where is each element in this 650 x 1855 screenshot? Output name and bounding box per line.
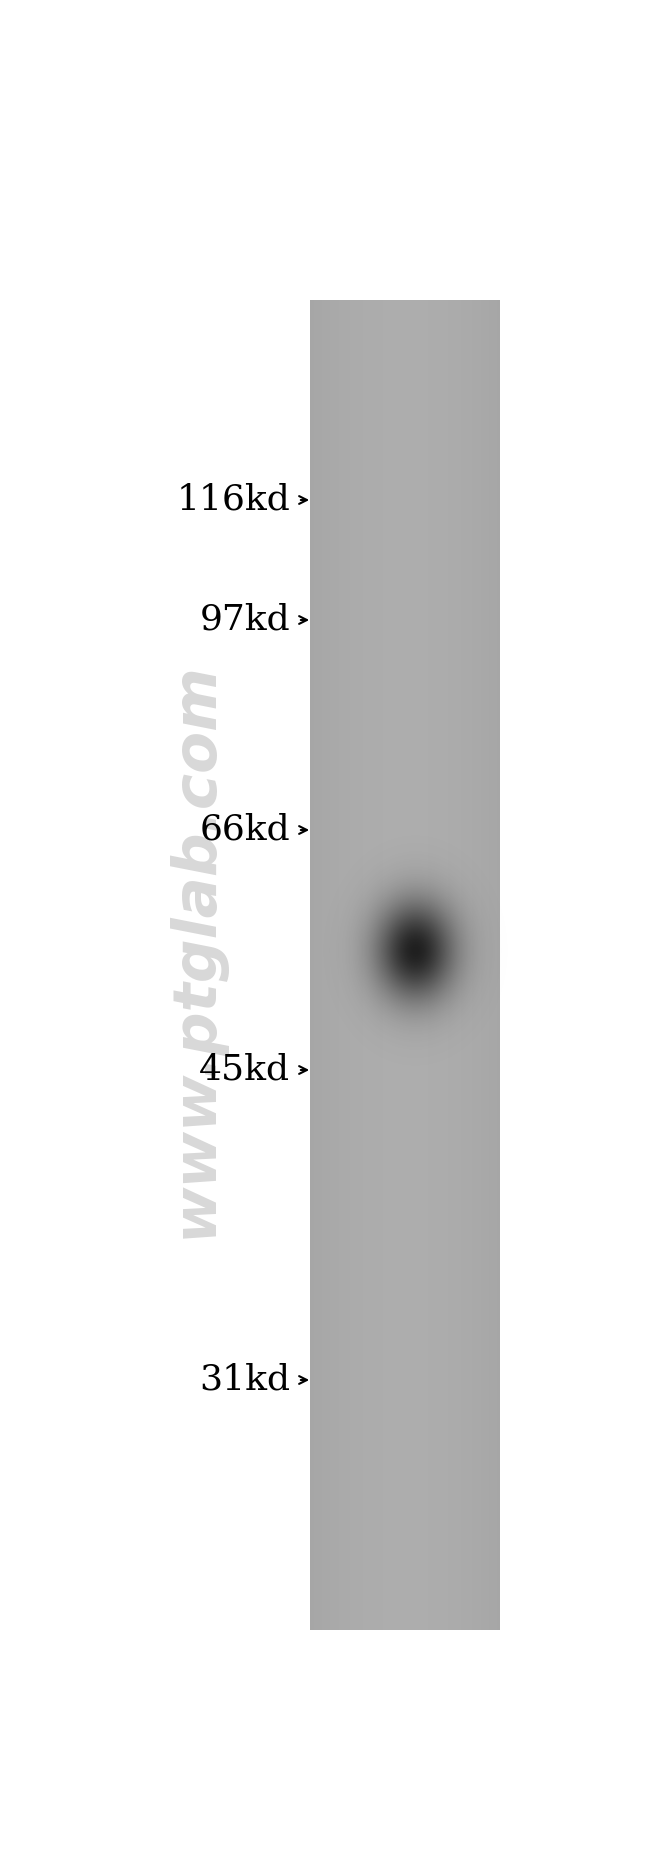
Text: 97kd: 97kd: [200, 603, 290, 636]
Text: 45kd: 45kd: [199, 1054, 290, 1087]
Text: 116kd: 116kd: [176, 482, 290, 518]
Text: 31kd: 31kd: [199, 1363, 290, 1397]
Text: 66kd: 66kd: [200, 812, 290, 848]
Text: www.ptglab.com: www.ptglab.com: [166, 662, 224, 1239]
